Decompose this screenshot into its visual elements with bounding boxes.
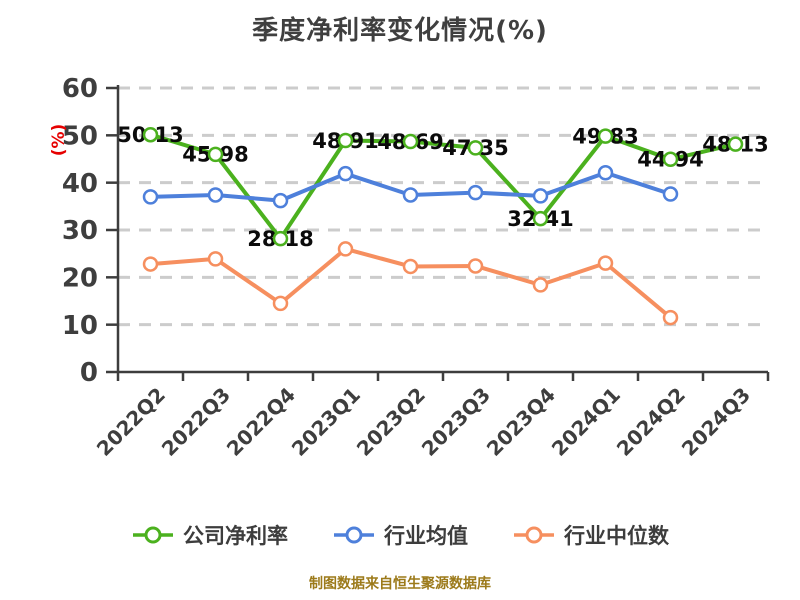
- x-tick-label: 2023Q2: [352, 383, 430, 461]
- data-point: [727, 136, 744, 152]
- data-point: [467, 184, 484, 201]
- data-point: [272, 230, 289, 247]
- data-point: [402, 133, 419, 150]
- chart-title: 季度净利率变化情况(%): [252, 16, 548, 46]
- data-point: [662, 151, 679, 168]
- data-point: [662, 186, 679, 202]
- data-point: [337, 132, 354, 149]
- data-point: [142, 126, 159, 143]
- x-tick-label: 2024Q1: [547, 383, 625, 461]
- x-tick-label: 2024Q2: [612, 383, 690, 461]
- data-point: [532, 277, 549, 293]
- data-source-note: 制图数据来自恒生聚源数据库: [309, 576, 491, 592]
- x-tick-label: 2023Q1: [287, 383, 365, 461]
- data-point: [272, 192, 289, 209]
- x-tick-label: 2023Q4: [482, 383, 560, 461]
- y-tick-label: 0: [80, 358, 98, 388]
- chart-legend: 公司净利率 行业均值 行业中位数: [0, 520, 800, 550]
- data-point: [467, 258, 484, 274]
- legend-label: 行业中位数: [564, 524, 669, 548]
- data-point: [142, 189, 159, 205]
- legend-marker-blue: [334, 526, 374, 544]
- legend-item-industry-mean: 行业均值: [332, 520, 468, 550]
- y-tick-label: 40: [62, 169, 98, 199]
- data-point: [662, 309, 679, 326]
- data-point: [402, 187, 419, 203]
- data-point: [337, 165, 354, 182]
- legend-label: 行业均值: [384, 524, 468, 548]
- x-tick-label: 2022Q3: [157, 383, 235, 461]
- x-tick-label: 2024Q3: [677, 383, 755, 461]
- data-point: [532, 188, 549, 204]
- y-tick-label: 60: [62, 74, 98, 104]
- x-tick-label: 2022Q4: [222, 383, 300, 461]
- data-point: [467, 140, 484, 156]
- data-point: [597, 255, 614, 271]
- y-tick-label: 20: [62, 263, 98, 293]
- data-point: [207, 146, 224, 163]
- data-point: [597, 164, 614, 181]
- data-point: [337, 241, 354, 257]
- data-point: [272, 295, 289, 312]
- legend-marker-orange: [514, 526, 554, 544]
- y-tick-label: 30: [62, 216, 98, 246]
- x-tick-label: 2022Q2: [92, 383, 170, 461]
- data-point: [402, 258, 419, 275]
- y-tick-label: 10: [62, 311, 98, 341]
- data-point: [207, 187, 224, 203]
- legend-label: 公司净利率: [183, 524, 288, 548]
- y-axis-unit-label: (%): [49, 124, 69, 157]
- data-point: [532, 210, 549, 227]
- data-point: [142, 256, 159, 272]
- legend-item-industry-median: 行业中位数: [512, 520, 669, 550]
- legend-item-company-net-margin: 公司净利率: [131, 520, 288, 550]
- legend-marker-green: [133, 526, 173, 544]
- y-tick-label: 50: [62, 121, 98, 151]
- data-point: [597, 128, 614, 144]
- x-tick-label: 2023Q3: [417, 383, 495, 461]
- data-point: [207, 251, 224, 267]
